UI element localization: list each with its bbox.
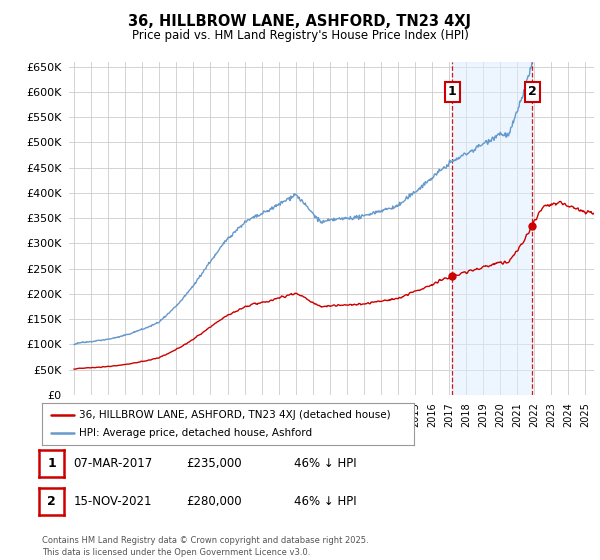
Text: 07-MAR-2017: 07-MAR-2017 [73,457,152,470]
Text: HPI: Average price, detached house, Ashford: HPI: Average price, detached house, Ashf… [79,428,313,438]
Text: 36, HILLBROW LANE, ASHFORD, TN23 4XJ (detached house): 36, HILLBROW LANE, ASHFORD, TN23 4XJ (de… [79,410,391,420]
Text: 1: 1 [47,457,56,470]
Text: 46% ↓ HPI: 46% ↓ HPI [294,494,356,508]
Text: 1: 1 [448,85,457,99]
Text: Price paid vs. HM Land Registry's House Price Index (HPI): Price paid vs. HM Land Registry's House … [131,29,469,42]
Text: Contains HM Land Registry data © Crown copyright and database right 2025.
This d: Contains HM Land Registry data © Crown c… [42,536,368,557]
Text: 2: 2 [47,494,56,508]
Text: 46% ↓ HPI: 46% ↓ HPI [294,457,356,470]
Text: £280,000: £280,000 [186,494,242,508]
Text: £235,000: £235,000 [186,457,242,470]
Text: 15-NOV-2021: 15-NOV-2021 [73,494,152,508]
Text: 36, HILLBROW LANE, ASHFORD, TN23 4XJ: 36, HILLBROW LANE, ASHFORD, TN23 4XJ [128,14,472,29]
Text: 2: 2 [528,85,536,99]
Bar [452,62,532,395]
